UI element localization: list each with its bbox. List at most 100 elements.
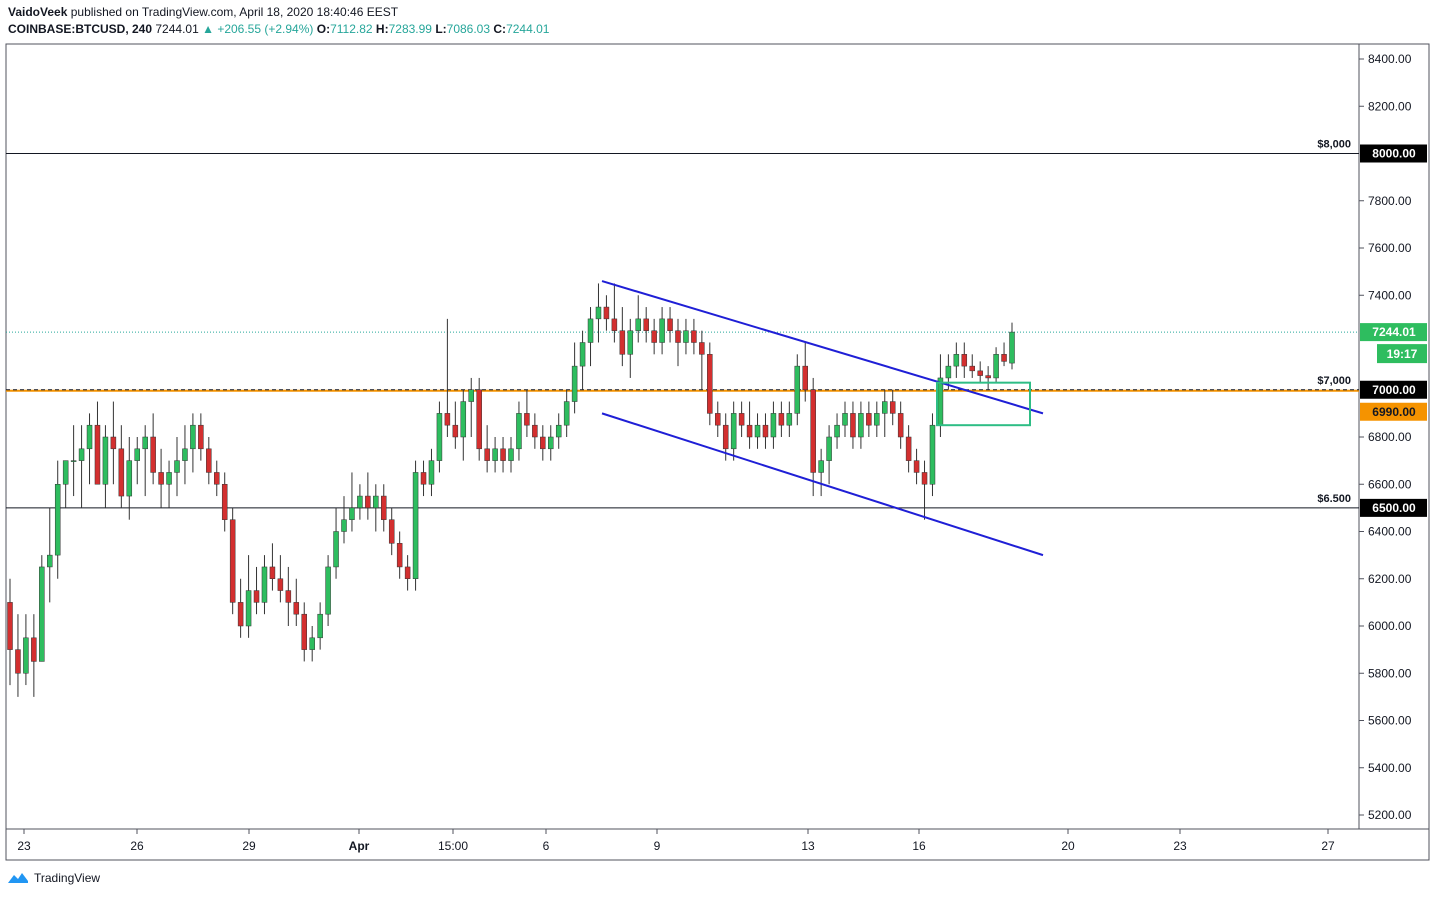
candle[interactable] bbox=[524, 389, 530, 437]
candle[interactable] bbox=[460, 389, 467, 461]
candle[interactable] bbox=[309, 626, 315, 662]
candle[interactable] bbox=[993, 347, 999, 383]
candle[interactable] bbox=[587, 307, 594, 367]
candle[interactable] bbox=[325, 555, 331, 626]
candle[interactable] bbox=[166, 460, 172, 508]
tradingview-brand[interactable]: TradingView bbox=[6, 871, 100, 885]
candle[interactable] bbox=[627, 318, 634, 378]
candle[interactable] bbox=[516, 401, 522, 461]
author-name[interactable]: VaidoVeek bbox=[8, 5, 68, 19]
candle[interactable] bbox=[540, 425, 546, 461]
price-tag-orange[interactable]: 6990.00 bbox=[1360, 402, 1427, 421]
retest-box[interactable] bbox=[936, 381, 1031, 427]
candle[interactable] bbox=[190, 413, 196, 473]
candle[interactable] bbox=[285, 566, 292, 626]
candle[interactable] bbox=[39, 555, 45, 662]
candle[interactable] bbox=[412, 460, 419, 591]
candle[interactable] bbox=[794, 354, 801, 426]
candle[interactable] bbox=[444, 318, 451, 437]
candle[interactable] bbox=[754, 413, 761, 449]
price-tag-8000[interactable]: 8000.00 bbox=[1360, 144, 1427, 163]
channel-upper-line[interactable] bbox=[601, 280, 1044, 415]
candle[interactable] bbox=[452, 401, 459, 449]
candle[interactable] bbox=[86, 413, 93, 485]
candle[interactable] bbox=[492, 437, 498, 473]
candle[interactable] bbox=[317, 602, 323, 650]
candle[interactable] bbox=[110, 401, 117, 485]
candle[interactable] bbox=[1009, 322, 1015, 370]
candle[interactable] bbox=[651, 318, 657, 355]
candle[interactable] bbox=[532, 413, 538, 449]
candle[interactable] bbox=[929, 413, 936, 497]
candle[interactable] bbox=[31, 614, 37, 697]
candle[interactable] bbox=[746, 401, 753, 449]
candle[interactable] bbox=[611, 283, 618, 343]
candle[interactable] bbox=[659, 307, 665, 355]
candle[interactable] bbox=[237, 578, 244, 638]
candle[interactable] bbox=[619, 307, 626, 367]
candle[interactable] bbox=[158, 448, 164, 508]
candle[interactable] bbox=[850, 401, 856, 449]
candle[interactable] bbox=[730, 401, 737, 461]
candle[interactable] bbox=[78, 425, 85, 508]
price-tag-7000[interactable]: 7000.00 bbox=[1360, 380, 1427, 399]
candle[interactable] bbox=[842, 401, 848, 437]
candle[interactable] bbox=[500, 437, 506, 473]
candle[interactable] bbox=[961, 342, 968, 378]
candle[interactable] bbox=[858, 401, 864, 449]
candle[interactable] bbox=[905, 425, 912, 473]
candle[interactable] bbox=[834, 413, 840, 449]
candle[interactable] bbox=[349, 472, 355, 532]
candle[interactable] bbox=[277, 555, 284, 603]
candle[interactable] bbox=[921, 460, 928, 520]
candle[interactable] bbox=[404, 555, 411, 591]
time-axis[interactable] bbox=[5, 828, 1430, 861]
candle[interactable] bbox=[476, 377, 482, 461]
candle[interactable] bbox=[221, 472, 228, 532]
candle[interactable] bbox=[15, 614, 21, 697]
candle[interactable] bbox=[94, 401, 101, 485]
candle[interactable] bbox=[508, 437, 514, 473]
candle[interactable] bbox=[214, 460, 220, 497]
candle[interactable] bbox=[603, 295, 610, 331]
candle[interactable] bbox=[889, 389, 896, 426]
plot-area[interactable] bbox=[5, 43, 1360, 830]
candle[interactable] bbox=[643, 307, 649, 343]
candle[interactable] bbox=[7, 578, 13, 686]
candle[interactable] bbox=[373, 484, 379, 532]
candle[interactable] bbox=[635, 295, 641, 343]
candle[interactable] bbox=[595, 283, 602, 343]
candle[interactable] bbox=[365, 472, 371, 520]
candle[interactable] bbox=[707, 342, 713, 426]
candle[interactable] bbox=[969, 354, 975, 378]
candle[interactable] bbox=[571, 342, 578, 414]
candle[interactable] bbox=[134, 437, 140, 485]
candle[interactable] bbox=[142, 425, 148, 497]
candle[interactable] bbox=[396, 531, 403, 579]
candle[interactable] bbox=[118, 425, 125, 508]
candle[interactable] bbox=[667, 307, 673, 343]
candle[interactable] bbox=[683, 318, 689, 355]
candle[interactable] bbox=[150, 413, 156, 485]
candle[interactable] bbox=[468, 377, 474, 437]
price-tag-last[interactable]: 7244.01 bbox=[1360, 323, 1427, 342]
candle[interactable] bbox=[675, 318, 681, 367]
symbol-label[interactable]: COINBASE:BTCUSD, 240 bbox=[8, 22, 153, 36]
candle[interactable] bbox=[548, 425, 554, 461]
candle[interactable] bbox=[699, 330, 705, 390]
candle[interactable] bbox=[826, 425, 832, 485]
candle[interactable] bbox=[691, 318, 697, 355]
candle[interactable] bbox=[174, 437, 180, 497]
candle[interactable] bbox=[953, 342, 960, 378]
candle[interactable] bbox=[810, 377, 816, 497]
candle[interactable] bbox=[778, 401, 785, 437]
candle[interactable] bbox=[913, 448, 920, 485]
candle[interactable] bbox=[341, 496, 347, 544]
candle[interactable] bbox=[420, 460, 427, 497]
candle[interactable] bbox=[555, 413, 562, 449]
candle[interactable] bbox=[206, 437, 212, 485]
candle[interactable] bbox=[563, 389, 570, 437]
candle[interactable] bbox=[818, 448, 824, 497]
candle[interactable] bbox=[802, 342, 808, 402]
